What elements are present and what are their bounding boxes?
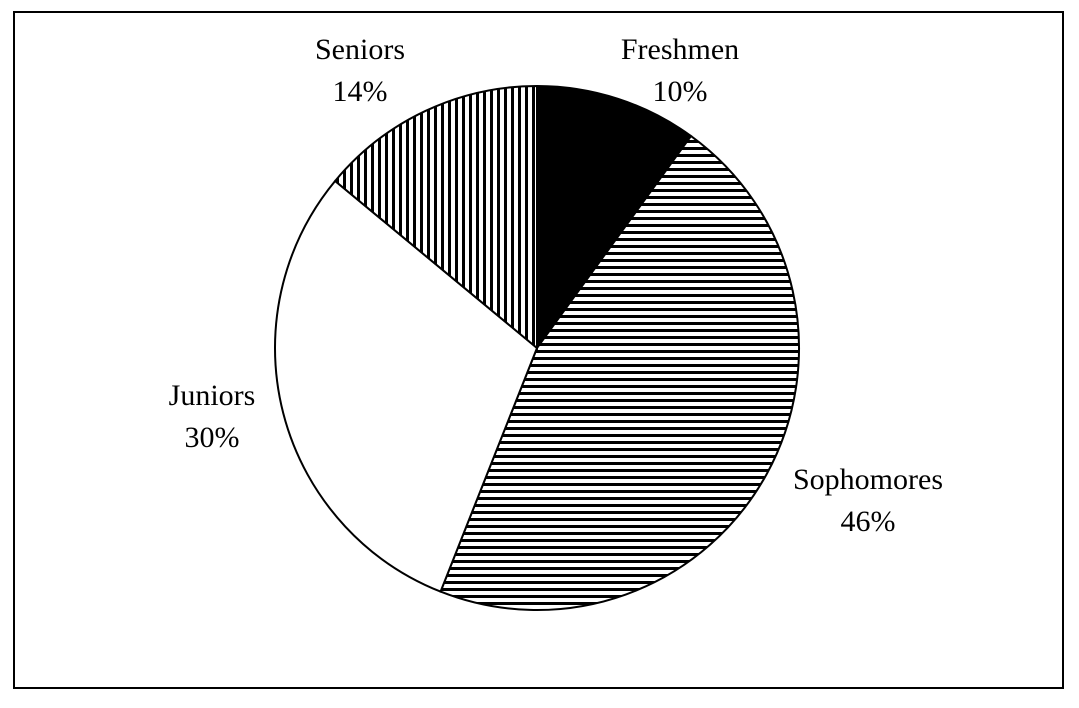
slice-label: Freshmen	[621, 33, 739, 66]
slice-value-label: 14%	[333, 75, 388, 108]
slice-value-label: 30%	[185, 421, 240, 454]
slice-value-label: 10%	[653, 75, 708, 108]
pie-slice	[439, 134, 800, 611]
pie-slice	[333, 84, 538, 351]
slice-label: Sophomores	[793, 463, 943, 496]
slice-value-label: 46%	[841, 505, 896, 538]
slice-label: Seniors	[315, 33, 405, 66]
pie-slice	[536, 84, 693, 352]
pie-slice	[274, 179, 539, 593]
slice-label: Juniors	[169, 379, 256, 412]
